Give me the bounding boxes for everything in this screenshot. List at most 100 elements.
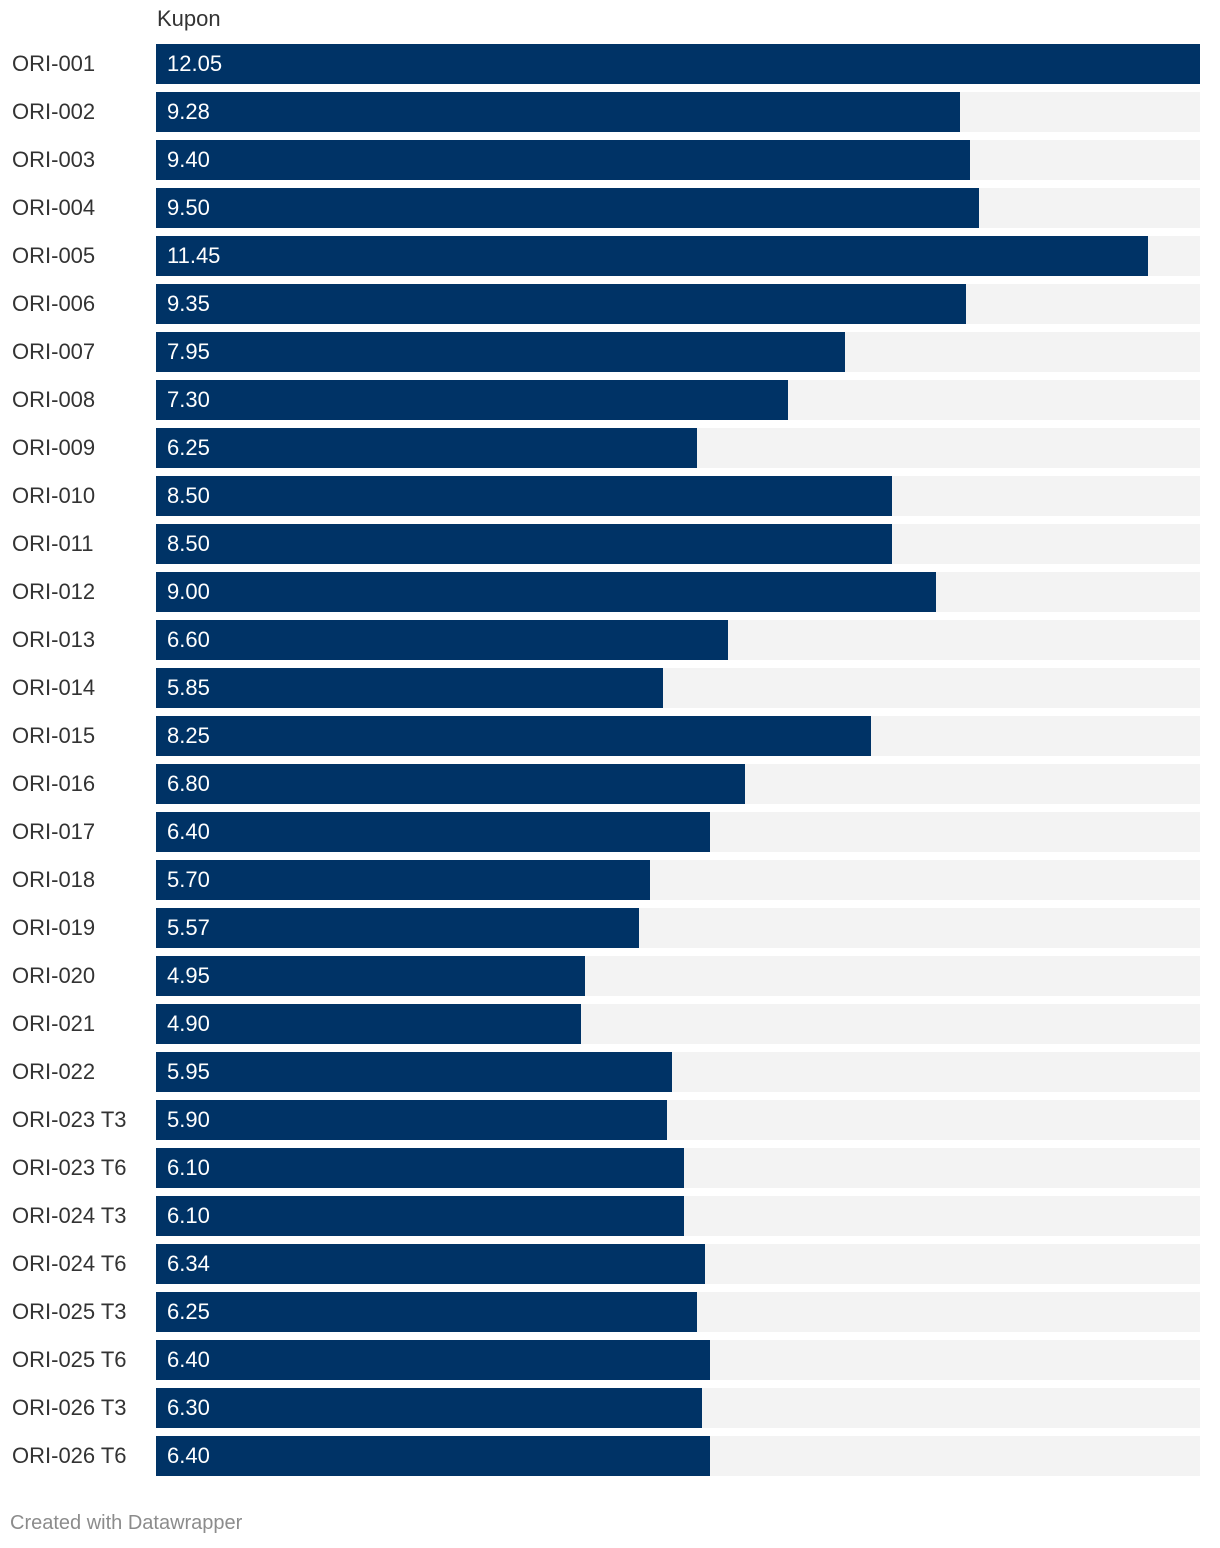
value-label: 6.25 (167, 435, 210, 460)
bar-row: ORI-008 7.30 (0, 380, 1220, 420)
bar-track: 9.28 (156, 92, 1200, 132)
bar (156, 668, 663, 708)
bar (156, 764, 745, 804)
category-label: ORI-023 T3 (12, 1107, 127, 1132)
bar (156, 1148, 684, 1188)
bar-track: 9.00 (156, 572, 1200, 612)
bar-row: ORI-022 5.95 (0, 1052, 1220, 1092)
value-label: 8.50 (167, 531, 210, 556)
bar-track: 5.95 (156, 1052, 1200, 1092)
bar-track: 5.70 (156, 860, 1200, 900)
value-label: 6.10 (167, 1155, 210, 1180)
bar-row: ORI-020 4.95 (0, 956, 1220, 996)
category-label: ORI-013 (12, 627, 96, 652)
bar (156, 956, 585, 996)
value-label: 6.60 (167, 627, 210, 652)
bar-track: 7.95 (156, 332, 1200, 372)
category-label: ORI-004 (12, 195, 96, 220)
bar-track: 7.30 (156, 380, 1200, 420)
bar (156, 332, 845, 372)
bar-row: ORI-016 6.80 (0, 764, 1220, 804)
bar-track: 8.25 (156, 716, 1200, 756)
value-label: 8.25 (167, 723, 210, 748)
bar (156, 716, 871, 756)
value-label: 6.80 (167, 771, 210, 796)
category-label: ORI-026 T3 (12, 1395, 127, 1420)
bar (156, 524, 892, 564)
category-label: ORI-023 T6 (12, 1155, 127, 1180)
bar-row: ORI-024 T3 6.10 (0, 1196, 1220, 1236)
bar (156, 1196, 684, 1236)
value-label: 9.00 (167, 579, 210, 604)
bar-track: 5.90 (156, 1100, 1200, 1140)
bar-row: ORI-021 4.90 (0, 1004, 1220, 1044)
bar (156, 476, 892, 516)
bar-track: 11.45 (156, 236, 1200, 276)
value-label: 9.28 (167, 99, 210, 124)
category-label: ORI-020 (12, 963, 96, 988)
bar (156, 140, 970, 180)
bar-row: ORI-025 T6 6.40 (0, 1340, 1220, 1380)
bar-track: 6.25 (156, 1292, 1200, 1332)
bar-track: 9.40 (156, 140, 1200, 180)
value-label: 6.34 (167, 1251, 210, 1276)
bar (156, 284, 966, 324)
value-label: 6.10 (167, 1203, 210, 1228)
category-label: ORI-006 (12, 291, 96, 316)
category-label: ORI-008 (12, 387, 96, 412)
bar-track: 9.50 (156, 188, 1200, 228)
category-label: ORI-026 T6 (12, 1443, 127, 1468)
value-label: 5.85 (167, 675, 210, 700)
bar-track: 6.34 (156, 1244, 1200, 1284)
bar (156, 236, 1148, 276)
value-label: 7.30 (167, 387, 210, 412)
bar-row: ORI-023 T6 6.10 (0, 1148, 1220, 1188)
category-label: ORI-010 (12, 483, 96, 508)
value-label: 5.57 (167, 915, 210, 940)
bar (156, 860, 650, 900)
bar (156, 812, 710, 852)
bar-row: ORI-003 9.40 (0, 140, 1220, 180)
bar (156, 1244, 705, 1284)
bar-track: 5.57 (156, 908, 1200, 948)
value-label: 6.40 (167, 1347, 210, 1372)
category-label: ORI-015 (12, 723, 96, 748)
value-label: 5.90 (167, 1107, 210, 1132)
bar-row: ORI-017 6.40 (0, 812, 1220, 852)
bar (156, 1340, 710, 1380)
bar-track: 8.50 (156, 476, 1200, 516)
bar-row: ORI-018 5.70 (0, 860, 1220, 900)
bar-track: 6.25 (156, 428, 1200, 468)
bar-track: 6.80 (156, 764, 1200, 804)
category-label: ORI-012 (12, 579, 96, 604)
bar (156, 572, 936, 612)
bar-row: ORI-004 9.50 (0, 188, 1220, 228)
bar (156, 1436, 710, 1476)
bar-track: 6.30 (156, 1388, 1200, 1428)
bar-row: ORI-010 8.50 (0, 476, 1220, 516)
category-label: ORI-011 (12, 531, 94, 556)
value-label: 11.45 (167, 243, 221, 268)
value-label: 6.40 (167, 1443, 210, 1468)
bar-track: 6.10 (156, 1148, 1200, 1188)
bar-row: ORI-006 9.35 (0, 284, 1220, 324)
bar (156, 92, 960, 132)
category-label: ORI-024 T6 (12, 1251, 127, 1276)
bar-track: 6.10 (156, 1196, 1200, 1236)
bar-row: ORI-026 T6 6.40 (0, 1436, 1220, 1476)
bar-track: 9.35 (156, 284, 1200, 324)
category-label: ORI-007 (12, 339, 96, 364)
column-header: Kupon (157, 6, 221, 31)
bar (156, 1292, 697, 1332)
bar-row: ORI-001 12.05 (0, 44, 1220, 84)
value-label: 9.50 (167, 195, 210, 220)
bar (156, 428, 697, 468)
category-label: ORI-025 T6 (12, 1347, 127, 1372)
value-label: 6.25 (167, 1299, 210, 1324)
category-label: ORI-025 T3 (12, 1299, 127, 1324)
bar-track: 8.50 (156, 524, 1200, 564)
bar (156, 1388, 702, 1428)
value-label: 6.40 (167, 819, 210, 844)
category-label: ORI-024 T3 (12, 1203, 127, 1228)
